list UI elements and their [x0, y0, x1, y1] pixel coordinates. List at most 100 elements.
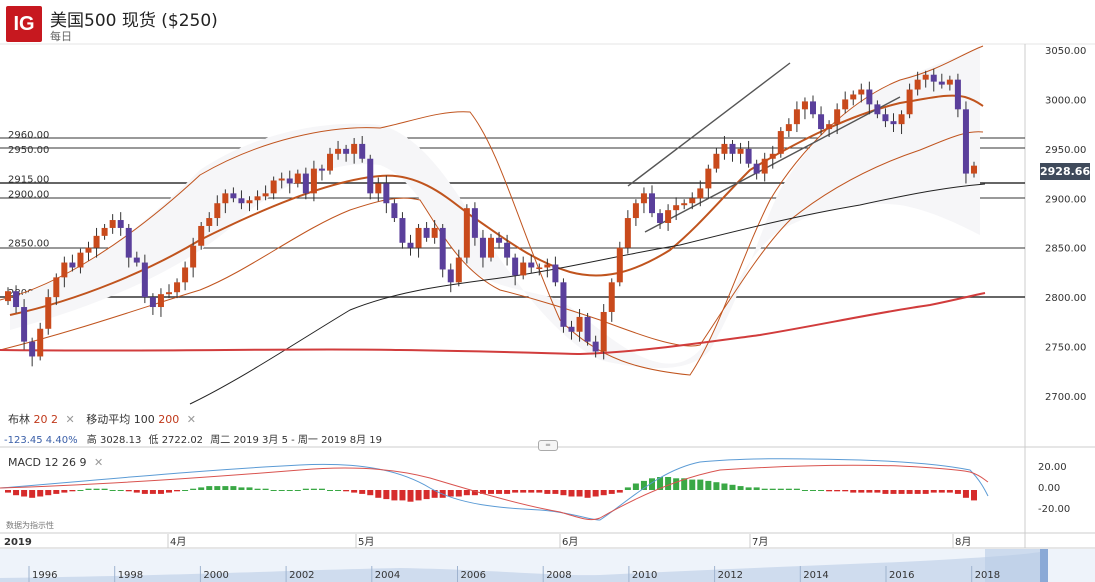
macd-histogram-bar [729, 484, 736, 490]
macd-histogram-bar [351, 490, 358, 493]
candle-body [528, 262, 535, 268]
macd-histogram-bar [834, 490, 841, 492]
candle-body [21, 307, 28, 342]
moving-average-label[interactable]: 移动平均 [86, 413, 131, 426]
macd-histogram-bar [246, 487, 253, 490]
candle-body [37, 328, 44, 357]
macd-histogram-bar [946, 490, 953, 493]
candle-body [431, 227, 438, 238]
candle-body [826, 124, 833, 130]
candle-body [351, 143, 358, 154]
candle-body [512, 257, 519, 276]
candle-body [657, 213, 664, 223]
macd-histogram-bar [608, 490, 615, 494]
candle-body [930, 74, 937, 82]
candle-body [262, 193, 269, 197]
candle-body [166, 292, 172, 295]
candle-body [536, 267, 543, 269]
macd-histogram-bar [721, 483, 728, 490]
macd-histogram-bar [230, 486, 237, 490]
candle-body [174, 282, 181, 293]
macd-histogram-bar [407, 490, 414, 502]
pane-resize-handle[interactable]: ═ [538, 440, 558, 451]
candle-body [858, 89, 865, 95]
candle-body [53, 277, 60, 298]
candle-body [488, 237, 494, 258]
candle-body [190, 245, 197, 268]
macd-histogram-bar [745, 487, 752, 490]
macd-histogram-bar [423, 490, 430, 500]
macd-histogram-bar [77, 490, 84, 491]
macd-histogram-bar [133, 490, 140, 493]
candle-body [423, 227, 430, 238]
candle-body [761, 158, 768, 174]
macd-histogram-bar [616, 490, 623, 493]
candle-body [850, 94, 857, 100]
close-icon[interactable]: ✕ [93, 456, 104, 469]
month-label: 6月 [562, 536, 578, 548]
navigator-year-label: 2010 [632, 570, 657, 581]
candle-body [882, 114, 889, 122]
candle-body [632, 203, 639, 219]
candle-body [182, 267, 189, 283]
candle-body [101, 227, 108, 236]
candle-body [246, 200, 253, 204]
macd-histogram-bar [632, 483, 639, 490]
candle-body [157, 294, 164, 308]
macd-histogram-bar [69, 490, 76, 492]
candle-body [343, 148, 350, 154]
macd-histogram-bar [512, 490, 519, 493]
macd-histogram-bar [568, 490, 575, 497]
macd-histogram-bar [713, 482, 720, 490]
candle-body [649, 193, 655, 214]
candle-body [109, 220, 116, 228]
close-icon[interactable]: ✕ [186, 413, 196, 426]
indicator-legend: 布林 20 2 ✕ 移动平均 100 200 ✕ [8, 411, 196, 427]
candle-body [286, 178, 293, 184]
macd-histogram-bar [214, 486, 221, 490]
macd-histogram-bar [45, 490, 52, 496]
candle-body [93, 235, 100, 248]
ma-param-2: 200 [158, 413, 180, 426]
candle-body [327, 153, 333, 171]
timeframe-label: 每日 [50, 30, 72, 43]
price-tick-label: 2700.00 [1045, 392, 1086, 403]
price-tick-label: 2800.00 [1045, 293, 1086, 304]
candle-body [206, 218, 213, 226]
macd-histogram-bar [914, 490, 921, 494]
candle-body [254, 196, 261, 201]
macd-label[interactable]: MACD [8, 456, 41, 469]
ma-param-1: 100 [133, 413, 155, 426]
indicative-data-note: 数据为指示性 [6, 521, 54, 530]
macd-histogram-bar [504, 490, 511, 494]
macd-histogram-bar [166, 490, 172, 493]
macd-histogram-bar [479, 490, 486, 494]
candle-body [801, 101, 808, 110]
candle-body [576, 316, 583, 332]
macd-histogram-bar [174, 490, 181, 492]
month-label: 5月 [358, 536, 374, 548]
candle-body [214, 203, 221, 219]
navigator-year-label: 2008 [546, 570, 571, 581]
candle-body [504, 242, 511, 258]
candle-body [866, 89, 873, 105]
macd-histogram-bar [536, 490, 543, 493]
macd-histogram-bar [455, 490, 462, 497]
macd-tick-label: 0.00 [1038, 483, 1060, 494]
candle-body [697, 188, 704, 199]
candle-body [198, 225, 205, 246]
macd-histogram-bar [600, 490, 607, 496]
bollinger-label[interactable]: 布林 [8, 413, 30, 426]
macd-histogram-bar [785, 488, 792, 490]
macd-histogram-bar [697, 479, 704, 490]
macd-histogram-bar [29, 490, 36, 498]
candle-body [624, 218, 631, 248]
macd-histogram-bar [496, 490, 503, 494]
candle-body [552, 264, 559, 283]
close-icon[interactable]: ✕ [65, 413, 75, 426]
macd-histogram-bar [737, 486, 744, 490]
macd-histogram-bar [93, 488, 100, 490]
macd-histogram-bar [793, 488, 800, 490]
candle-body [310, 168, 317, 194]
